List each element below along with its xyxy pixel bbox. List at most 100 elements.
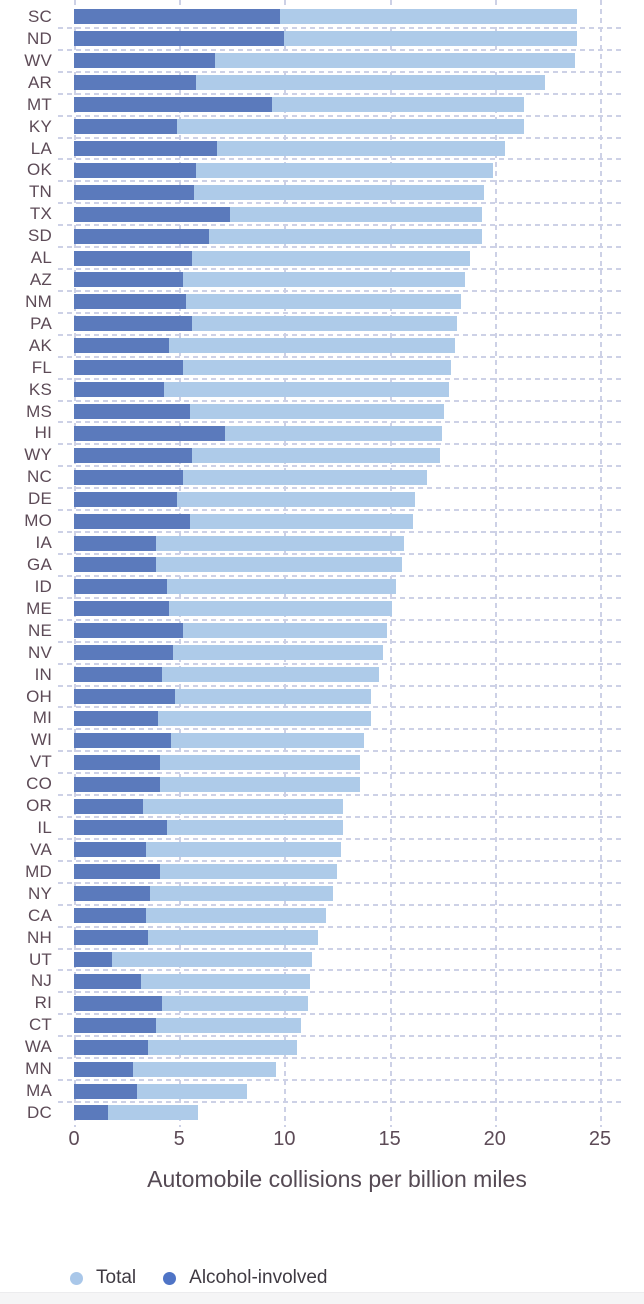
alcohol-bar-RI [74,995,163,1011]
bar-row-WA: WA [25,1036,622,1058]
y-tick-label-KS: KS [28,379,52,399]
alcohol-bar-NH [74,930,148,946]
horizontal-gridline [58,26,622,29]
alcohol-bar-LA [74,140,218,156]
horizontal-gridline [58,180,622,183]
bar-row-NE: NE [28,620,622,642]
y-tick-label-ME: ME [26,598,52,618]
horizontal-gridline [58,246,622,249]
horizontal-gridline [58,947,622,950]
alcohol-bar-WY [74,447,192,463]
horizontal-gridline [58,487,622,490]
horizontal-gridline [58,728,622,731]
bar-row-MI: MI [33,707,622,729]
bar-row-CO: CO [26,773,622,795]
alcohol-bar-IL [74,820,167,836]
total-bar-KY [74,119,525,135]
horizontal-gridline [58,750,622,753]
y-tick-label-HI: HI [34,423,52,443]
total-bar-UT [74,952,312,967]
y-tick-label-WI: WI [30,730,52,750]
alcohol-bar-VA [74,842,146,858]
horizontal-gridline [58,1057,622,1060]
alcohol-bar-MN [74,1061,133,1077]
bar-row-NV: NV [28,642,622,664]
bar-row-NY: NY [28,883,622,905]
horizontal-gridline [58,772,622,775]
horizontal-gridline [58,574,622,577]
bar-row-VT: VT [30,751,622,773]
y-tick-label-MO: MO [24,511,52,531]
y-tick-label-NH: NH [27,927,52,947]
bar-row-UT: UT [29,949,622,971]
bar-row-VA: VA [30,839,622,861]
horizontal-gridline [58,794,622,797]
alcohol-bar-AR [74,75,197,91]
y-tick-label-NC: NC [27,467,52,487]
bar-row-OK: OK [27,159,622,181]
alcohol-bar-IN [74,667,163,683]
bar-row-PA: PA [30,313,622,335]
alcohol-bar-KY [74,119,178,135]
y-tick-label-OH: OH [26,686,52,706]
horizontal-gridline [58,618,622,621]
horizontal-gridline [58,443,622,446]
horizontal-gridline [58,465,622,468]
horizontal-gridline [58,881,622,884]
horizontal-gridline [58,136,622,139]
alcohol-bar-UT [74,952,112,967]
horizontal-gridline [58,48,622,51]
bar-row-IA: IA [36,532,622,554]
legend-label-total: Total [96,1267,137,1288]
horizontal-gridline [58,1013,622,1016]
bar-row-NC: NC [27,466,622,488]
total-bar-AK [74,338,455,354]
horizontal-gridline [58,1101,622,1103]
horizontal-gridline [58,706,622,709]
x-tick-label-10: 10 [273,1128,296,1150]
alcohol-bar-ME [74,601,169,617]
y-tick-label-ND: ND [27,28,52,48]
alcohol-bar-TN [74,184,194,200]
bar-row-KS: KS [29,379,622,401]
bar-row-IL: IL [37,817,622,839]
y-tick-label-WV: WV [24,50,52,70]
alcohol-bar-NV [74,645,173,661]
bar-row-MD: MD [25,861,622,883]
bar-row-WI: WI [31,729,622,751]
y-tick-label-CT: CT [28,1015,52,1035]
bar-row-TN: TN [29,181,622,203]
bar-row-ME: ME [26,598,622,620]
y-tick-label-NJ: NJ [30,971,52,991]
bar-row-AR: AR [28,72,622,94]
y-tick-label-GA: GA [27,555,52,574]
legend-label-alcohol: Alcohol-involved [189,1267,328,1288]
alcohol-bar-AZ [74,272,184,288]
horizontal-gridline [58,70,622,73]
y-tick-label-SD: SD [27,226,52,246]
x-tick-label-0: 0 [68,1128,80,1150]
horizontal-gridline [58,1035,622,1038]
y-tick-label-CO: CO [26,774,52,794]
y-tick-label-AR: AR [27,72,52,92]
horizontal-gridline [58,333,622,336]
y-tick-label-FL: FL [31,357,52,377]
bar-row-CA: CA [28,905,622,927]
x-tick-label-25: 25 [588,1128,612,1150]
y-tick-label-KY: KY [28,116,52,136]
horizontal-gridline [58,421,622,424]
alcohol-bar-MD [74,864,161,880]
horizontal-gridline [58,399,622,402]
bar-row-AK: AK [29,335,622,357]
alcohol-bar-OH [74,688,175,704]
bar-row-NH: NH [27,927,622,949]
alcohol-bar-CA [74,908,146,924]
bar-row-MA: MA [26,1080,622,1102]
y-tick-label-IA: IA [35,533,52,553]
bar-row-SD: SD [28,225,622,247]
alcohol-bar-WI [74,732,171,748]
alcohol-bar-PA [74,316,192,332]
bar-row-OH: OH [26,686,622,708]
total-bar-GA [74,557,403,573]
alcohol-bar-NM [74,294,186,310]
